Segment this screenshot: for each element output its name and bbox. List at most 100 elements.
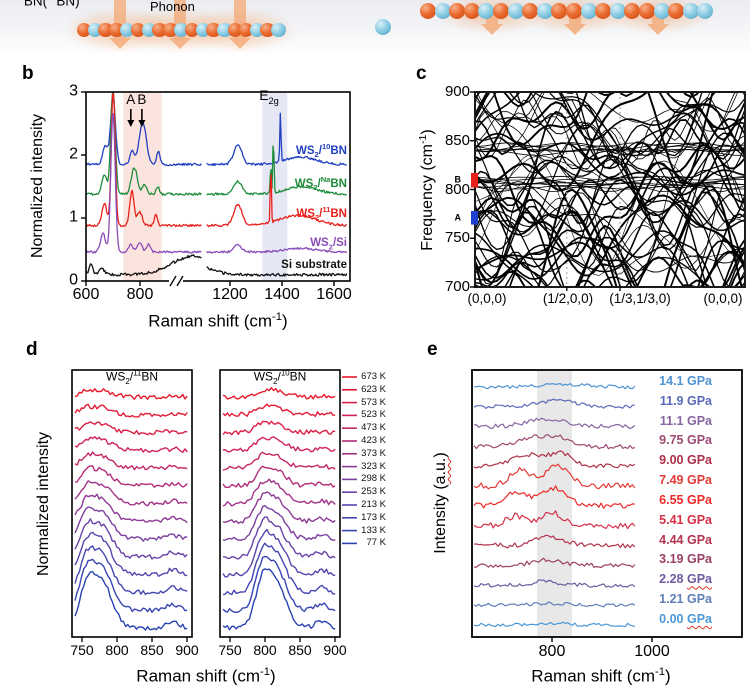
c-phonon-branch <box>476 93 711 162</box>
boron-atom <box>522 3 539 19</box>
c-phonon-branch <box>476 149 744 286</box>
b-series-label: WS2/NaBN <box>294 175 347 193</box>
e-pressure-label: 9.00 GPa <box>659 453 712 468</box>
b-x-tick-label: 800 <box>126 286 154 303</box>
boron-atom <box>163 22 178 38</box>
c-phonon-branch <box>476 232 744 286</box>
d-legend-temp-label: 77 K <box>366 537 386 549</box>
e-pressure-label: 2.28 GPa <box>659 572 712 587</box>
d-temperature-curve <box>74 493 188 524</box>
nitrogen-atom <box>653 3 670 19</box>
e-pressure-curve <box>473 417 636 430</box>
d-temperature-curve <box>74 531 188 577</box>
e-pressure-curve <box>474 383 636 390</box>
boron-atom <box>566 3 582 19</box>
b-x-tick-label: 600 <box>72 286 100 303</box>
d-plot-frame <box>219 369 341 638</box>
c-mode-marker <box>471 210 478 225</box>
e-pressure-label: 0.00 GPa <box>659 611 712 626</box>
c-phonon-branch <box>476 204 744 286</box>
b-x-tick-label: 1400 <box>264 286 300 303</box>
c-phonon-branch <box>476 110 744 229</box>
phonon-label: Phonon <box>150 0 195 14</box>
c-mode-marker-label: B <box>454 174 462 185</box>
d-x-tick-label: 900 <box>175 642 199 658</box>
c-y-tick-label: 900 <box>444 83 470 101</box>
c-phonon-branch <box>476 93 744 203</box>
nitrogen-atom <box>609 3 626 19</box>
d-x-tick-label: 850 <box>140 642 164 658</box>
d-legend-temp-label: 173 K <box>361 511 386 523</box>
c-phonon-branch <box>476 136 744 228</box>
c-phonon-branch <box>476 196 744 286</box>
e-pressure-label: 6.55 GPa <box>659 492 712 507</box>
c-y-tick-label: 750 <box>444 229 470 247</box>
e-pressure-label: 7.49 GPa <box>659 473 712 488</box>
boron-atom <box>551 3 568 19</box>
d-subpanel1-title: WS2/11BN <box>106 368 158 387</box>
c-phonon-branch <box>476 224 744 286</box>
d-temperature-curve <box>222 478 336 507</box>
boron-atom <box>420 3 436 19</box>
b-series-label: WS2/11BN <box>296 205 347 223</box>
d-x-tick-label: 750 <box>218 642 242 658</box>
isotope-material-label: 10BN(11BN) <box>14 0 80 9</box>
d-temperature-curve <box>74 403 188 418</box>
d-x-tick-label: 750 <box>70 642 94 658</box>
b-x-axis-title: Raman shift (cm-1) <box>148 310 288 331</box>
c-phonon-branch <box>476 93 716 157</box>
boron-atom <box>639 3 655 19</box>
panel-letter-b: b <box>22 63 34 84</box>
b-peak-annotation: A <box>126 92 136 107</box>
nitrogen-atom <box>507 3 524 19</box>
d-y-axis-title: Normalized intensity <box>35 431 52 577</box>
boron-atom <box>595 3 612 19</box>
e-x-tick-label: 1000 <box>634 643 670 660</box>
b-e2g-annotation: E2g <box>259 87 279 106</box>
d-temperature-curve <box>74 451 188 471</box>
c-phonon-branch <box>476 161 744 279</box>
b-spectrum-curve <box>206 145 348 196</box>
d-temperature-curve <box>74 518 188 560</box>
c-phonon-flat-branch <box>476 149 744 156</box>
d-temperature-curve <box>222 491 336 524</box>
c-mode-marker <box>471 172 478 188</box>
e-pressure-curve <box>473 450 636 469</box>
e-pressure-label: 11.1 GPa <box>659 413 712 428</box>
b-series-label: WS2/Si <box>310 237 347 252</box>
boron-atom <box>228 22 243 38</box>
phonon-arrowhead-icon <box>647 24 669 35</box>
c-y-tick-label: 800 <box>444 180 470 198</box>
e-pressure-curve <box>473 579 636 588</box>
b-x-tick-label: 1600 <box>316 286 352 303</box>
d-legend-temp-label: 298 K <box>361 473 386 485</box>
d-temperature-curve <box>74 465 188 488</box>
c-phonon-branch <box>476 179 744 236</box>
boron-atom <box>98 22 113 38</box>
boron-atom <box>449 3 466 19</box>
c-phonon-branch <box>493 93 714 182</box>
d-x-tick-label: 800 <box>105 642 129 658</box>
c-y-axis-title: Frequency (cm-1) <box>416 129 437 251</box>
nitrogen-atom <box>217 22 232 38</box>
d-legend-temp-label: 253 K <box>361 486 386 498</box>
d-legend-temp-label: 423 K <box>361 435 386 446</box>
boron-atom <box>152 22 167 38</box>
c-y-tick-label: 700 <box>444 278 470 296</box>
e-plot-frame <box>471 369 743 638</box>
e-pressure-curve <box>473 463 636 490</box>
c-kpoint-label: (0,0,0) <box>703 291 743 306</box>
c-phonon-branch <box>509 210 744 286</box>
d-temperature-curve <box>222 516 336 560</box>
d-legend-temp-label: 473 K <box>361 422 386 434</box>
boron-atom <box>76 22 92 38</box>
b-spectrum-curve <box>85 92 202 196</box>
d-temperature-curve <box>222 387 336 400</box>
c-phonon-flat-branch <box>476 179 744 185</box>
d-temperature-curve <box>222 542 336 596</box>
nitrogen-atom <box>195 22 210 38</box>
phonon-arrowhead-icon <box>481 24 503 35</box>
phonon-arrowhead-icon <box>109 38 131 49</box>
panel-letter-d: d <box>26 339 38 360</box>
boron-atom <box>206 22 221 38</box>
